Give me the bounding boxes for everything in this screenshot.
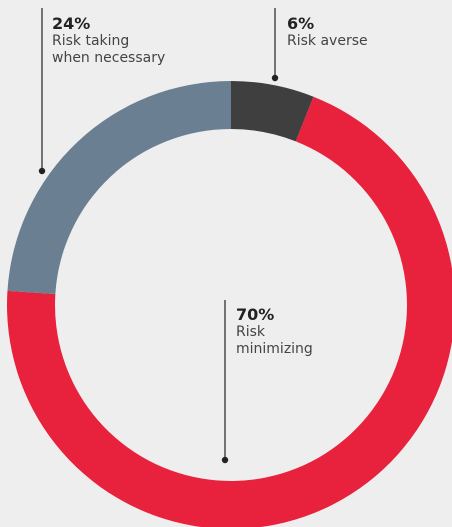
leader-risk-minimizing-dot (221, 456, 229, 464)
label-risk-averse: 6% Risk averse (287, 14, 368, 50)
label-risk-taking-text-line1: Risk taking (52, 33, 130, 50)
donut-slices (7, 81, 452, 527)
leader-risk-taking-dot (38, 167, 46, 175)
label-risk-taking-percent: 24% (52, 14, 91, 33)
label-risk-minimizing-percent: 70% (236, 305, 275, 324)
slice-risk-taking-when-necessary (7, 81, 231, 294)
label-risk-taking: 24% Risk taking when necessary (52, 14, 165, 67)
label-risk-minimizing-text-line2: minimizing (236, 340, 313, 357)
label-risk-minimizing: 70% Risk minimizing (236, 305, 313, 358)
label-risk-averse-percent: 6% (287, 14, 315, 33)
leader-lines (38, 8, 279, 464)
label-risk-averse-text: Risk averse (287, 33, 368, 50)
slice-risk-averse (231, 81, 314, 142)
label-risk-minimizing-text-line1: Risk (236, 324, 266, 341)
leader-risk-averse-dot (271, 74, 279, 82)
label-risk-taking-text-line2: when necessary (52, 49, 166, 66)
